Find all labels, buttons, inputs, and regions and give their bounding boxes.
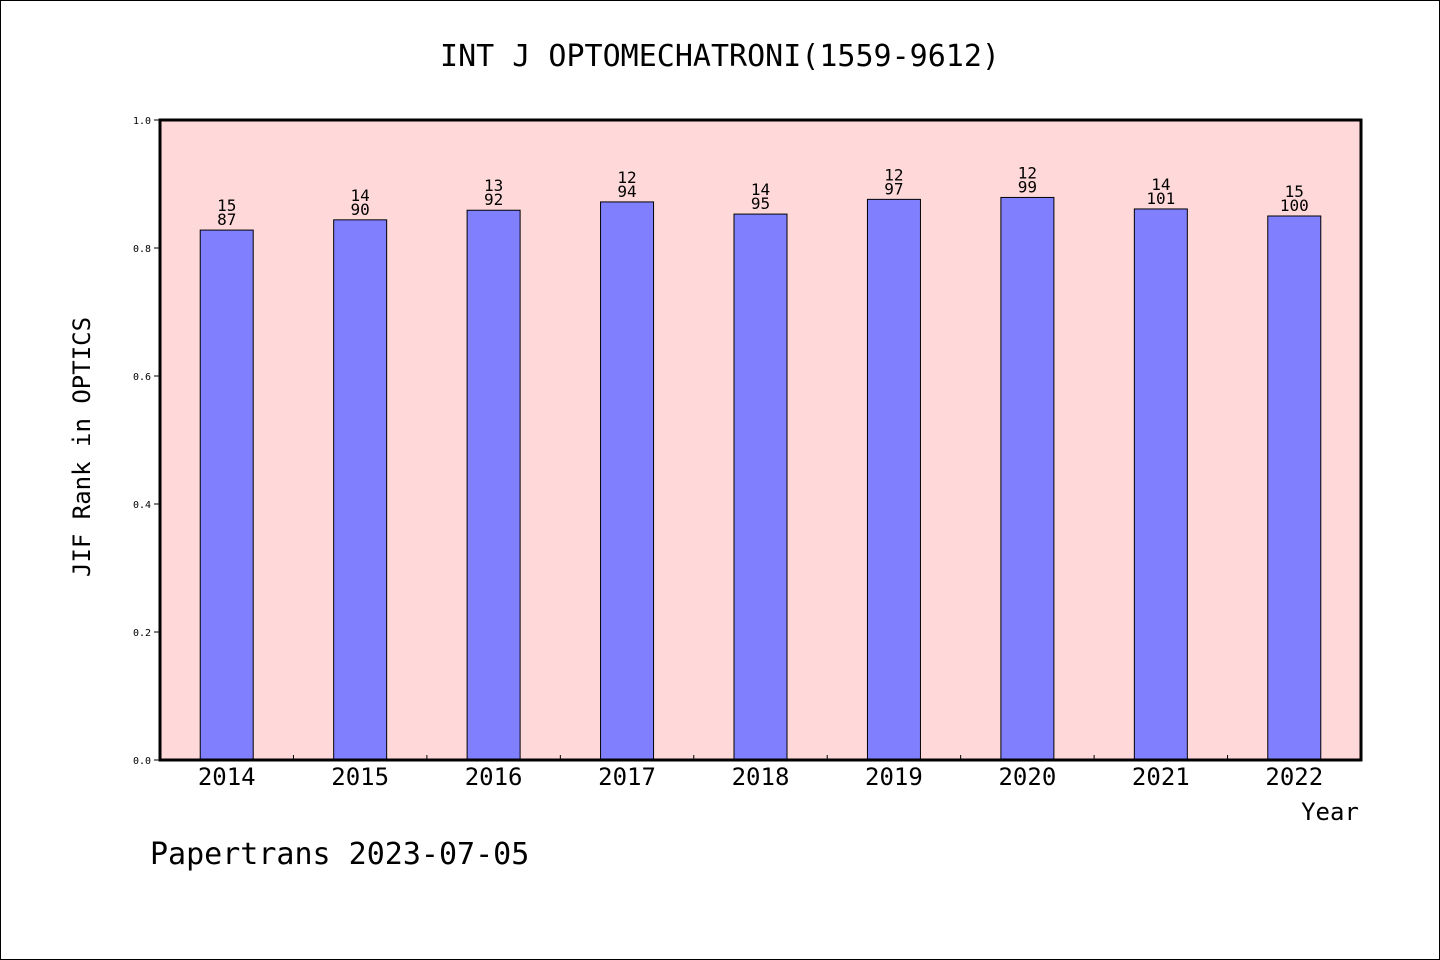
bar <box>199 229 254 761</box>
bar-total-label: 90 <box>351 200 370 219</box>
y-tick-label: 0.6 <box>133 372 151 383</box>
y-tick-label: 0.4 <box>133 500 151 511</box>
bar-total-label: 101 <box>1146 189 1175 208</box>
y-axis-title: JIF Rank in OPTICS <box>68 317 96 577</box>
bar <box>466 209 521 761</box>
footer-credit: Papertrans 2023-07-05 <box>150 837 529 872</box>
x-axis-ticks: 2014 2015 2016 2017 2018 2019 2020 2021 2022 <box>198 755 1323 791</box>
bar-total-label: 94 <box>617 182 636 201</box>
bar-total-label: 100 <box>1280 196 1309 215</box>
bar-total-label: 92 <box>484 190 503 209</box>
bar-rank-label: 12 <box>1018 163 1037 182</box>
bar-rank-label: 12 <box>617 168 636 187</box>
bar-rank-label: 14 <box>351 186 370 205</box>
x-tick-label: 2017 <box>598 763 656 791</box>
y-tick-label: 0.2 <box>133 628 151 639</box>
bar-total-label: 97 <box>884 179 903 198</box>
bar <box>1000 196 1055 761</box>
bar-rank-label: 13 <box>484 176 503 195</box>
bar-total-label: 99 <box>1018 177 1037 196</box>
y-tick-label: 1.0 <box>133 116 151 127</box>
bar <box>1133 208 1188 761</box>
x-tick-label: 2020 <box>998 763 1056 791</box>
bar-rank-label: 12 <box>884 165 903 184</box>
x-tick-label: 2018 <box>732 763 790 791</box>
bar <box>866 198 921 761</box>
x-axis-title: Year <box>1301 798 1359 826</box>
bar <box>333 219 388 761</box>
bar-rank-label: 15 <box>217 196 236 215</box>
y-axis-ticks: 0.0 0.2 0.4 0.6 0.8 1.0 <box>133 116 160 767</box>
x-tick-label: 2022 <box>1265 763 1323 791</box>
x-tick-label: 2015 <box>331 763 389 791</box>
bar-total-label: 95 <box>751 194 770 213</box>
x-tick-label: 2014 <box>198 763 256 791</box>
bar <box>600 201 655 761</box>
x-tick-label: 2016 <box>465 763 523 791</box>
y-tick-label: 0.0 <box>133 756 151 767</box>
bar-rank-label: 14 <box>1151 175 1170 194</box>
bar-total-label: 87 <box>217 210 236 229</box>
x-tick-label: 2021 <box>1132 763 1190 791</box>
x-tick-label: 2019 <box>865 763 923 791</box>
bar-rank-label: 14 <box>751 180 770 199</box>
plot-border <box>158 118 1363 762</box>
bar <box>1267 215 1322 761</box>
y-tick-label: 0.8 <box>133 244 151 255</box>
bar <box>733 213 788 761</box>
chart-title: INT J OPTOMECHATRONI(1559-9612) <box>440 39 1000 74</box>
bar-rank-label: 15 <box>1285 182 1304 201</box>
